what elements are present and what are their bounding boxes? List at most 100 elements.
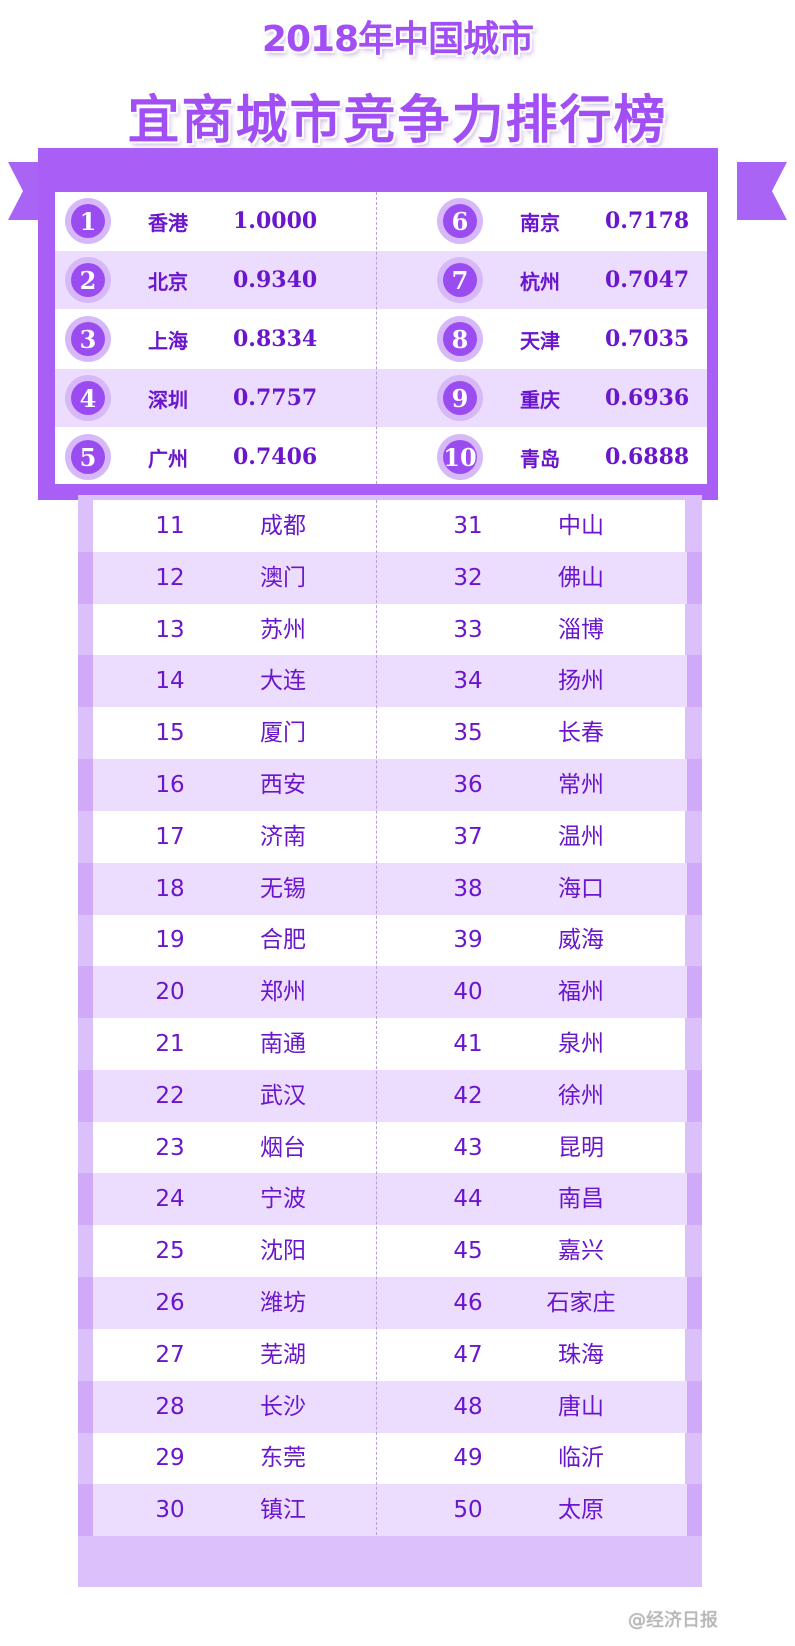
rank: 42: [453, 1082, 483, 1109]
city-name: 上海: [148, 328, 188, 353]
list-row: 28 长沙 48 唐山: [78, 1380, 702, 1433]
rank: 18: [155, 875, 185, 902]
city-name: 太原: [558, 1497, 604, 1524]
rank: 23: [155, 1134, 185, 1161]
list-row: 17 济南 37 温州: [78, 811, 702, 863]
rank-badge: 8: [437, 310, 483, 368]
city-name: 长沙: [260, 1393, 306, 1420]
rank-badge: 6: [437, 192, 483, 250]
list-row: 20 郑州 40 福州: [78, 966, 702, 1019]
rank: 46: [453, 1290, 483, 1316]
score: 0.7035: [605, 326, 690, 352]
list-row: 12 澳门 32 佛山: [78, 551, 702, 604]
score: 0.7178: [605, 208, 690, 234]
rank: 38: [453, 875, 483, 902]
rank: 24: [155, 1186, 185, 1213]
city-name: 临沂: [558, 1445, 604, 1472]
list-row: 21 南通 41 泉州: [78, 1018, 702, 1070]
city-name: 东莞: [260, 1445, 306, 1472]
score: 0.6936: [605, 385, 690, 411]
rank-number: 10: [443, 440, 477, 474]
rank: 50: [453, 1497, 483, 1524]
rank-number: 2: [71, 263, 105, 297]
rank: 44: [453, 1186, 483, 1213]
rank: 30: [155, 1497, 185, 1524]
rank: 14: [155, 668, 185, 695]
city-name: 南通: [260, 1031, 306, 1057]
list-row: 22 武汉 42 徐州: [78, 1069, 702, 1122]
top10-row: 3 上海 0.8334 8 天津 0.7035: [55, 310, 707, 368]
city-name: 佛山: [558, 564, 604, 591]
rank: 43: [453, 1134, 483, 1161]
rank: 49: [453, 1445, 483, 1472]
list-row: 29 东莞 49 临沂: [78, 1432, 702, 1484]
rank: 20: [155, 979, 185, 1006]
city-name: 嘉兴: [558, 1238, 604, 1265]
rank: 11: [155, 513, 185, 539]
city-name: 福州: [558, 979, 604, 1006]
ribbon-right: [737, 162, 787, 220]
city-name: 无锡: [260, 875, 306, 902]
list-row: 14 大连 34 扬州: [78, 655, 702, 708]
top10-row: 1 香港 1.0000 6 南京 0.7178: [55, 192, 707, 250]
city-name: 海口: [558, 875, 604, 902]
rank-number: 6: [443, 204, 477, 238]
city-name: 沈阳: [260, 1238, 306, 1265]
list-row: 18 无锡 38 海口: [78, 862, 702, 915]
list-row: 23 烟台 43 昆明: [78, 1122, 702, 1174]
city-name: 香港: [148, 210, 188, 235]
rank-number: 4: [71, 381, 105, 415]
score: 0.6888: [605, 444, 690, 470]
title-line1: 2018年中国城市: [261, 19, 534, 60]
city-name: 潍坊: [260, 1290, 306, 1316]
city-name: 常州: [558, 772, 604, 798]
top10-panel: [55, 192, 707, 484]
rank-badge: 1: [65, 192, 111, 250]
city-name: 天津: [520, 328, 560, 353]
top10-row: 4 深圳 0.7757 9 重庆 0.6936: [55, 369, 707, 427]
rank: 15: [155, 720, 185, 747]
list-row: 11 成都 31 中山: [78, 500, 702, 552]
city-name: 成都: [260, 513, 306, 539]
city-name: 烟台: [260, 1134, 306, 1161]
city-name: 石家庄: [546, 1290, 616, 1316]
city-name: 昆明: [558, 1134, 604, 1161]
city-name: 泉州: [558, 1031, 604, 1057]
city-name: 珠海: [558, 1341, 604, 1368]
rank-number: 5: [71, 440, 105, 474]
top10-row: 5 广州 0.7406 10 青岛 0.6888: [55, 428, 707, 486]
rank-badge: 10: [437, 428, 483, 486]
rank-badge: 7: [437, 251, 483, 309]
score: 0.7757: [233, 385, 318, 411]
city-name: 济南: [260, 823, 306, 850]
score: 0.7047: [605, 267, 690, 293]
score: 0.9340: [233, 267, 318, 293]
rank: 29: [155, 1445, 185, 1472]
city-name: 南昌: [558, 1186, 604, 1213]
rank-badge: 3: [65, 310, 111, 368]
rank: 31: [453, 513, 483, 539]
rank: 27: [155, 1341, 185, 1368]
city-name: 大连: [260, 668, 306, 695]
rank: 39: [453, 927, 483, 954]
city-name: 深圳: [148, 387, 188, 412]
city-name: 北京: [148, 269, 188, 294]
city-name: 唐山: [558, 1393, 604, 1420]
city-name: 苏州: [260, 616, 306, 643]
city-name: 合肥: [260, 927, 306, 954]
rank: 25: [155, 1238, 185, 1265]
rank: 37: [453, 823, 483, 850]
city-name: 武汉: [260, 1082, 306, 1109]
watermark: @经济日报: [628, 1610, 718, 1631]
rank: 45: [453, 1238, 483, 1265]
score: 0.7406: [233, 444, 318, 470]
rank: 12: [155, 564, 185, 591]
city-name: 宁波: [260, 1186, 306, 1213]
city-name: 镇江: [260, 1497, 306, 1524]
rank: 28: [155, 1393, 185, 1420]
list-row: 25 沈阳 45 嘉兴: [78, 1225, 702, 1277]
list-divider: [376, 500, 377, 1535]
rank: 35: [453, 720, 483, 747]
rank: 47: [453, 1341, 483, 1368]
rank: 41: [453, 1031, 483, 1057]
